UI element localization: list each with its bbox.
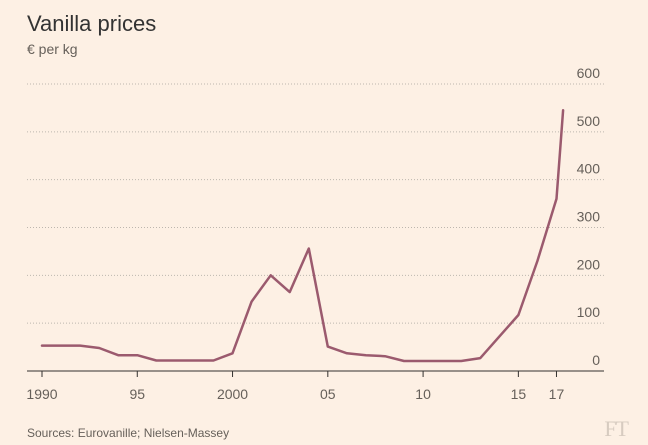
x-tick-label-17: 17 [549, 386, 565, 402]
y-tick-label-100: 100 [577, 304, 601, 320]
x-tick-label-95: 95 [129, 386, 145, 402]
y-tick-label-200: 200 [577, 256, 601, 272]
x-tick-label-1990: 1990 [26, 386, 57, 402]
y-tick-label-300: 300 [577, 209, 601, 225]
y-tick-label-400: 400 [577, 161, 601, 177]
x-axis: 1990 95 2000 05 10 15 17 [26, 370, 604, 402]
y-tick-label-600: 600 [577, 65, 601, 81]
x-tick-label-15: 15 [511, 386, 527, 402]
x-tick-label-05: 05 [320, 386, 336, 402]
grid-lines [27, 83, 604, 324]
y-axis-ticks: 0 100 200 300 400 500 600 [577, 65, 601, 368]
chart-subtitle: € per kg [27, 41, 78, 57]
x-tick-label-2000: 2000 [217, 386, 248, 402]
chart-title: Vanilla prices [27, 11, 157, 36]
series-line-0 [40, 109, 565, 363]
y-tick-label-0: 0 [592, 352, 600, 368]
ft-logo: FT [604, 416, 629, 441]
series-group [40, 109, 565, 363]
x-tick-label-10: 10 [415, 386, 431, 402]
source-note: Sources: Eurovanille; Nielsen-Massey [27, 426, 230, 440]
y-tick-label-500: 500 [577, 113, 601, 129]
